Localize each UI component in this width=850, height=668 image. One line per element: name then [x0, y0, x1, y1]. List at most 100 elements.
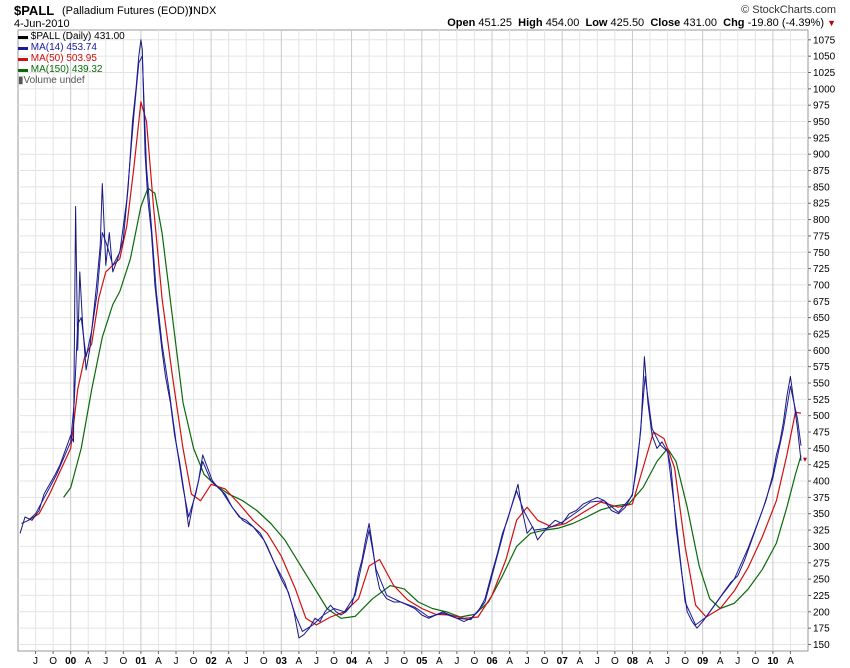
y-tick-label: 425: [813, 460, 830, 471]
x-tick-label: J: [174, 656, 179, 667]
x-tick-label: A: [155, 656, 162, 667]
x-tick-label: O: [611, 656, 619, 667]
x-tick-label: J: [735, 656, 740, 667]
x-tick-label: J: [454, 656, 459, 667]
x-tick-label: 04: [346, 656, 358, 667]
x-tick-label: 06: [486, 656, 498, 667]
x-tick-label: J: [525, 656, 530, 667]
legend-ma150-label: MA(150) 439.32: [30, 64, 103, 75]
y-tick-label: 750: [813, 248, 830, 259]
high-label: High: [518, 17, 543, 29]
x-tick-label: A: [436, 656, 443, 667]
y-tick-label: 625: [813, 329, 830, 340]
high-value: 454.00: [545, 17, 580, 29]
y-tick-label: 875: [813, 166, 830, 177]
y-tick-label: 775: [813, 231, 830, 242]
legend-volume: ▮Volume undef: [18, 75, 125, 86]
legend-volume-label: Volume undef: [23, 75, 85, 86]
y-tick-label: 225: [813, 591, 830, 602]
y-tick-label: 675: [813, 297, 830, 308]
legend-ma50: ▬ MA(50) 503.95: [18, 53, 125, 64]
y-tick-label: 500: [813, 411, 830, 422]
x-tick-label: J: [314, 656, 319, 667]
y-tick-label: 1025: [813, 68, 836, 79]
legend-ma14-label: MA(14) 453.74: [30, 42, 97, 53]
x-tick-label: 10: [767, 656, 779, 667]
last-price-marker: [802, 457, 807, 462]
y-tick-label: 550: [813, 378, 830, 389]
legend-ma14-swatch: ▬: [18, 42, 28, 53]
close-value: 431.00: [683, 17, 717, 29]
y-tick-label: 1050: [813, 52, 836, 63]
open-label: Open: [447, 17, 476, 29]
y-tick-label: 825: [813, 199, 830, 210]
x-tick-label: 00: [65, 656, 77, 667]
ohlc-summary: Open 451.25 High 454.00 Low 425.50 Close…: [447, 17, 836, 29]
y-tick-label: 975: [813, 101, 830, 112]
x-tick-label: O: [400, 656, 408, 667]
brand-watermark: © StockCharts.com: [741, 4, 836, 16]
x-tick-label: A: [85, 656, 92, 667]
y-tick-label: 600: [813, 346, 830, 357]
x-tick-label: A: [787, 656, 794, 667]
x-tick-label: 05: [416, 656, 428, 667]
x-tick-label: A: [506, 656, 513, 667]
series-line-ma50: [28, 101, 802, 626]
y-tick-label: 275: [813, 558, 830, 569]
y-tick-label: 250: [813, 575, 830, 586]
y-tick-label: 300: [813, 542, 830, 553]
y-tick-label: 575: [813, 362, 830, 373]
y-tick-label: 725: [813, 264, 830, 275]
y-tick-label: 450: [813, 444, 830, 455]
chg-label: Chg: [723, 17, 745, 29]
y-tick-label: 950: [813, 117, 830, 128]
y-tick-label: 800: [813, 215, 830, 226]
x-tick-label: O: [330, 656, 338, 667]
x-tick-label: O: [49, 656, 57, 667]
legend-price-swatch: ▬: [18, 31, 28, 42]
x-tick-label: O: [190, 656, 198, 667]
x-tick-label: 08: [627, 656, 639, 667]
y-tick-label: 375: [813, 493, 830, 504]
x-tick-label: O: [751, 656, 759, 667]
y-tick-label: 200: [813, 607, 830, 618]
legend-ma50-label: MA(50) 503.95: [30, 53, 97, 64]
y-tick-label: 900: [813, 150, 830, 161]
y-tick-label: 650: [813, 313, 830, 324]
x-tick-label: J: [384, 656, 389, 667]
x-tick-label: J: [103, 656, 108, 667]
x-tick-label: 02: [206, 656, 218, 667]
chg-value: -19.80 (-4.39%): [747, 17, 825, 29]
volume-icon: ▮: [18, 75, 24, 86]
down-arrow-icon: ▼: [827, 18, 836, 28]
x-tick-label: O: [260, 656, 268, 667]
y-tick-label: 175: [813, 624, 830, 635]
y-tick-label: 525: [813, 395, 830, 406]
legend-ma150-swatch: ▬: [18, 64, 28, 75]
x-tick-label: 09: [697, 656, 709, 667]
x-tick-label: A: [647, 656, 654, 667]
y-tick-label: 700: [813, 280, 830, 291]
x-tick-label: J: [244, 656, 249, 667]
x-tick-label: O: [681, 656, 689, 667]
x-tick-label: 07: [557, 656, 569, 667]
x-tick-label: A: [225, 656, 232, 667]
legend-ma150: ▬ MA(150) 439.32: [18, 64, 125, 75]
x-tick-label: O: [541, 656, 549, 667]
y-tick-label: 925: [813, 133, 830, 144]
close-label: Close: [650, 17, 681, 29]
y-tick-label: 400: [813, 477, 830, 488]
y-tick-label: 1075: [813, 35, 836, 46]
x-tick-label: A: [296, 656, 303, 667]
legend-price: ▬ $PALL (Daily) 431.00: [18, 31, 125, 42]
symbol-description: (Palladium Futures (EOD)): [62, 5, 193, 17]
x-tick-label: A: [576, 656, 583, 667]
y-tick-label: 1000: [813, 84, 836, 95]
legend-ma50-swatch: ▬: [18, 53, 28, 64]
x-tick-label: O: [119, 656, 127, 667]
symbol-title: $PALL: [14, 3, 55, 18]
legend-ma14: ▬ MA(14) 453.74: [18, 42, 125, 53]
low-value: 425.50: [610, 17, 645, 29]
low-label: Low: [585, 17, 608, 29]
